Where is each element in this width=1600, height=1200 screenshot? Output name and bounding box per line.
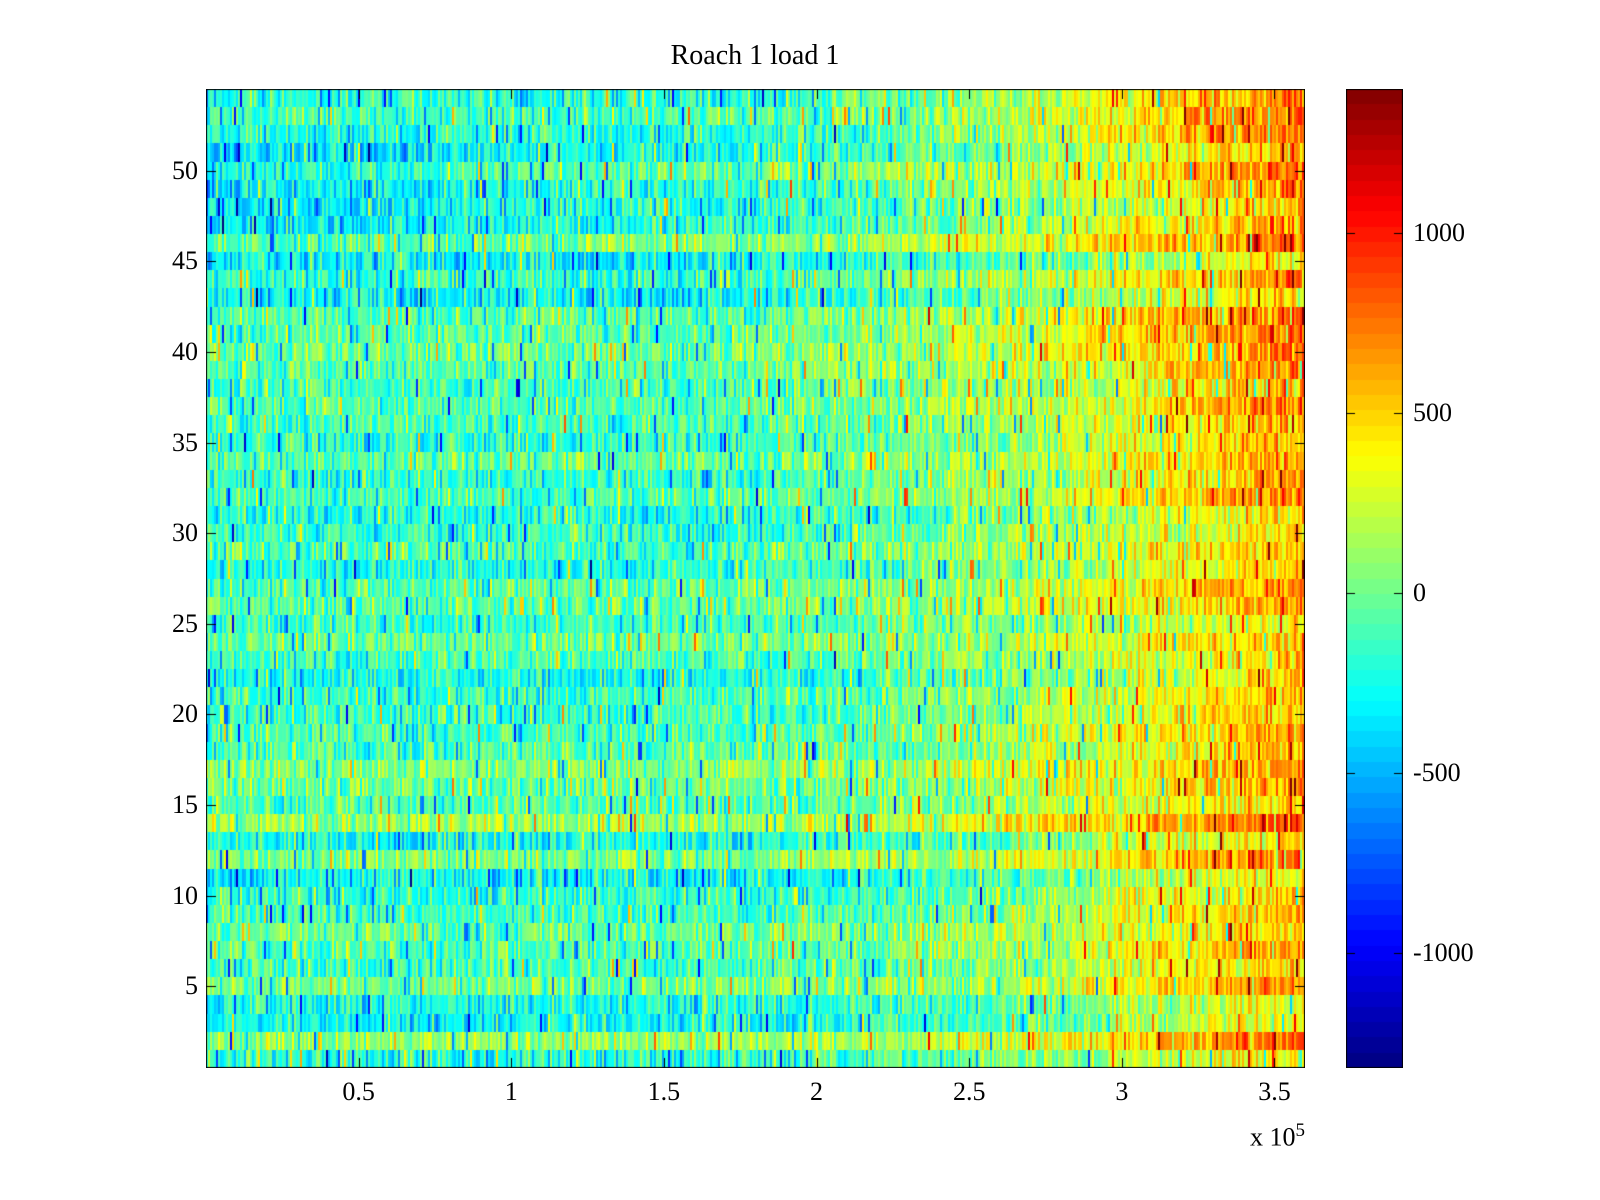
x-axis-multiplier: x 105 (1145, 1120, 1305, 1153)
x-axis-tick-label: 1 (504, 1077, 518, 1106)
colorbar-tick-label: 500 (1413, 397, 1452, 427)
y-axis-tick-label: 25 (172, 608, 198, 638)
plot-title: Roach 1 load 1 (670, 40, 840, 71)
y-axis-tick-label: 30 (172, 518, 198, 548)
y-axis-tick-label: 40 (172, 336, 198, 366)
colorbar-tick-label: -500 (1413, 757, 1461, 787)
colorbar-canvas (1346, 89, 1403, 1068)
x-axis-tick-label: 0.5 (342, 1077, 375, 1106)
colorbar-tick-label: -1000 (1413, 937, 1474, 967)
x-axis-tick-label: 1.5 (647, 1077, 681, 1106)
y-axis-tick-label: 5 (185, 971, 198, 1001)
y-axis-tick-label: 20 (172, 699, 198, 729)
x-axis-multiplier-base: x 10 (1250, 1122, 1296, 1152)
x-axis-tick-label: 3 (1115, 1077, 1129, 1106)
x-axis-multiplier-exponent: 5 (1295, 1120, 1306, 1141)
y-axis-tick-label: 10 (172, 880, 198, 910)
heatmap-canvas (206, 89, 1305, 1068)
y-axis-tick-label: 50 (172, 155, 198, 185)
colorbar-tick-label: 0 (1413, 577, 1426, 607)
x-axis-tick-label: 3.5 (1258, 1077, 1291, 1106)
colorbar-tick-label: 1000 (1413, 217, 1465, 247)
y-axis-tick-label: 45 (172, 246, 198, 276)
y-axis-tick-label: 35 (172, 427, 198, 457)
x-axis-tick-label: 2.5 (952, 1077, 986, 1106)
x-axis-tick-label: 2 (810, 1077, 824, 1106)
y-axis-tick-label: 15 (172, 790, 198, 820)
